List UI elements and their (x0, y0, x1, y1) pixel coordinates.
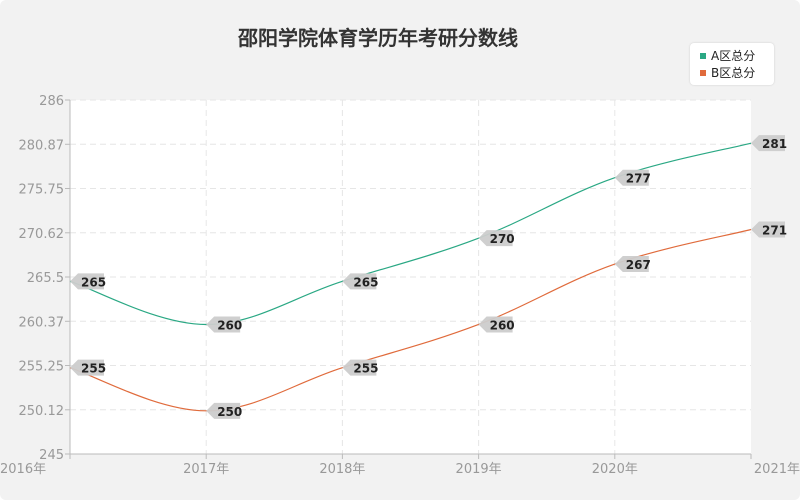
y-tick-label: 255.25 (19, 360, 65, 375)
data-label: 265 (353, 275, 378, 289)
x-tick-label: 2020年 (592, 462, 638, 477)
data-label-bg (342, 273, 377, 290)
y-tick-label: 250.12 (19, 404, 65, 419)
y-tick-label: 275.75 (19, 183, 65, 198)
y-tick-label: 260.37 (19, 315, 65, 330)
y-tick-label: 270.62 (19, 227, 65, 242)
data-label: 255 (353, 362, 378, 376)
x-tick-label: 2019年 (456, 462, 502, 477)
x-tick-label: 2017年 (183, 462, 229, 477)
data-label-bg (342, 359, 377, 376)
legend-label-b: B区总分 (711, 66, 756, 80)
legend-swatch-b (700, 69, 706, 76)
chart-title: 邵阳学院体育学历年考研分数线 (238, 26, 518, 50)
legend-item-b[interactable]: B区总分 (700, 65, 755, 81)
chart-legend: A区总分 B区总分 (690, 43, 774, 85)
data-label: 250 (217, 405, 242, 419)
legend-item-a[interactable]: A区总分 (700, 48, 755, 64)
data-label-bg (70, 273, 104, 290)
y-tick-label: 265.5 (27, 271, 64, 286)
series-line-b (69, 228, 752, 412)
data-label: 267 (626, 258, 651, 272)
data-label: 260 (490, 318, 515, 332)
data-label-bg (478, 230, 513, 247)
data-label: 277 (626, 172, 651, 186)
x-tick-label: 2018年 (319, 462, 365, 477)
data-label: 260 (217, 318, 242, 332)
data-label: 270 (490, 232, 515, 246)
data-label: 255 (81, 362, 106, 376)
series-line-a (69, 142, 752, 326)
data-label-bg (614, 169, 649, 186)
data-label-bg (751, 135, 785, 152)
legend-label-a: A区总分 (711, 49, 756, 63)
plot-area (70, 100, 751, 454)
legend-swatch-a (700, 52, 706, 59)
data-label: 265 (81, 275, 106, 289)
data-label-bg (206, 316, 241, 333)
y-tick-label: 286 (39, 94, 64, 109)
data-label-bg (206, 402, 241, 419)
y-tick-label: 245 (39, 448, 64, 463)
data-label-bg (478, 316, 513, 333)
x-tick-label: 2016年 (0, 462, 46, 477)
y-tick-label: 280.87 (19, 138, 65, 153)
data-label: 281 (762, 137, 787, 151)
data-label: 271 (762, 224, 787, 238)
x-tick-label: 2021年 (754, 462, 800, 477)
data-label-bg (751, 221, 785, 238)
data-label-bg (70, 359, 104, 376)
data-label-bg (614, 256, 649, 273)
